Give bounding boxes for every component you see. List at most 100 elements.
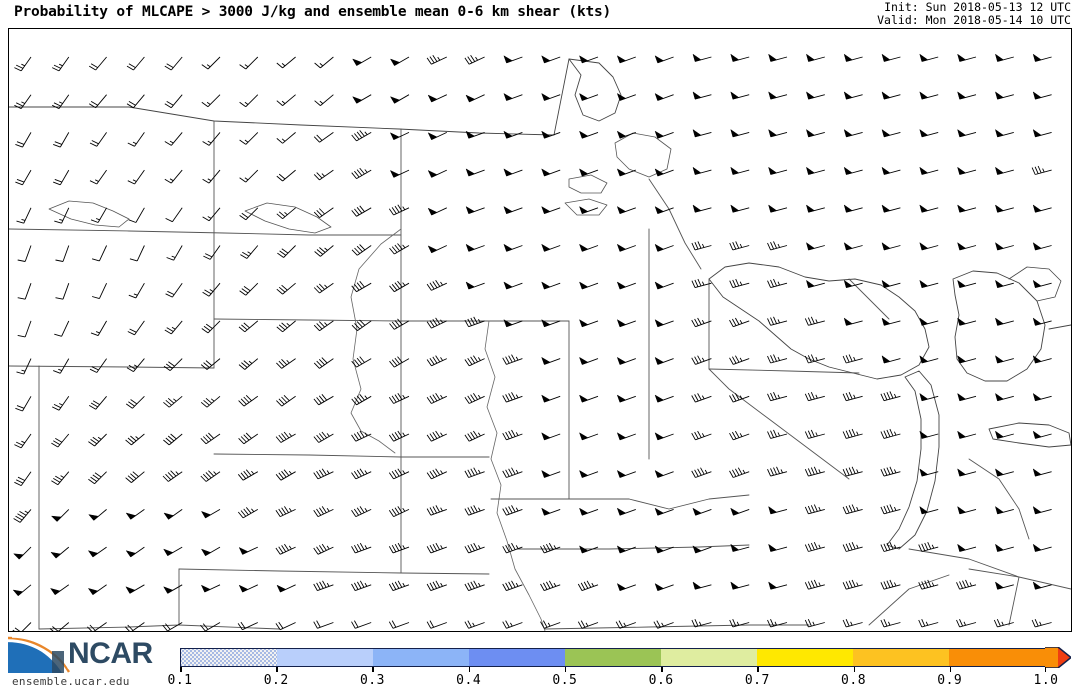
barb-pennant-50kt — [616, 243, 627, 252]
barb-pennant-50kt — [843, 317, 853, 326]
barb-full-10kt — [729, 242, 734, 251]
barb-full-10kt — [283, 469, 290, 476]
barb-full-10kt — [314, 251, 321, 257]
state-line-wi-mi — [708, 278, 850, 480]
wind-barb — [957, 128, 977, 138]
barb-full-10kt — [276, 326, 283, 333]
barb-full-10kt — [548, 542, 554, 550]
barb-full-10kt — [313, 583, 318, 591]
ncar-logo[interactable]: NCAR ensemble.ucar.edu — [4, 635, 172, 691]
barb-full-10kt — [164, 329, 172, 335]
barb-full-10kt — [697, 430, 702, 438]
colorbar-segment-1 — [277, 649, 373, 666]
map-canvas[interactable] — [9, 29, 1071, 631]
wind-barb — [804, 316, 825, 326]
wind-barb — [1031, 165, 1052, 175]
barb-full-10kt — [17, 334, 26, 338]
wind-barb — [125, 471, 145, 483]
barb-half-5kt — [478, 507, 481, 512]
barb-pennant-50kt — [805, 53, 815, 62]
state-line-mn-wi — [648, 178, 702, 270]
wind-barb — [842, 542, 863, 552]
barb-half-5kt — [402, 282, 406, 286]
barb-pennant-50kt — [579, 319, 589, 328]
wind-barb — [351, 280, 372, 293]
barb-full-10kt — [502, 621, 507, 629]
barb-pennant-50kt — [994, 468, 1004, 477]
wind-barb — [426, 55, 447, 65]
barb-full-10kt — [354, 247, 361, 254]
barb-full-10kt — [851, 466, 856, 474]
colorbar-segment-2 — [373, 649, 469, 666]
barb-full-10kt — [16, 405, 25, 409]
barb-full-10kt — [127, 437, 135, 444]
colorbar[interactable]: 0.1 0.2 0.3 0.4 0.5 0.6 0.7 0.8 0.9 1.0 — [168, 633, 1072, 691]
wind-barb — [805, 279, 825, 289]
barb-full-10kt — [807, 468, 812, 476]
barb-full-10kt — [351, 360, 357, 368]
barb-full-10kt — [993, 619, 998, 628]
barb-full-10kt — [205, 434, 212, 441]
wind-barb — [919, 91, 939, 100]
wind-barb — [275, 506, 296, 518]
barb-full-10kt — [278, 286, 286, 293]
wind-barb — [1032, 242, 1052, 251]
wind-barb — [842, 619, 863, 628]
barb-full-10kt — [278, 508, 284, 516]
colorbar-tick-label-7: 0.8 — [841, 673, 867, 688]
barb-half-5kt — [402, 470, 406, 474]
wind-barb — [957, 279, 977, 289]
barb-full-10kt — [773, 429, 778, 437]
barb-full-10kt — [354, 170, 360, 178]
barb-half-5kt — [585, 622, 589, 627]
barb-pennant-50kt — [389, 96, 401, 104]
barb-pennant-50kt — [13, 553, 24, 560]
barb-full-10kt — [767, 318, 772, 326]
wind-barb — [276, 94, 296, 106]
barb-full-10kt — [435, 317, 441, 325]
wind-barb — [88, 396, 107, 410]
barb-pennant-50kt — [994, 505, 1004, 515]
barb-full-10kt — [697, 393, 702, 401]
barb-full-10kt — [388, 510, 394, 517]
wind-barb — [15, 396, 32, 412]
barb-full-10kt — [388, 546, 394, 554]
barb-full-10kt — [166, 327, 174, 332]
barb-full-10kt — [883, 505, 888, 514]
barb-full-10kt — [90, 219, 99, 223]
wind-barb — [843, 242, 863, 251]
wind-barb — [579, 130, 599, 139]
wind-barb — [654, 92, 674, 101]
wind-barb — [957, 543, 977, 552]
barb-half-5kt — [59, 63, 63, 67]
barb-pennant-50kt — [616, 281, 627, 290]
barb-pennant-50kt — [579, 55, 589, 64]
wind-barb — [238, 394, 259, 407]
map-panel[interactable] — [8, 28, 1072, 632]
barb-full-10kt — [238, 326, 246, 333]
barb-half-5kt — [319, 100, 324, 104]
colorbar-tick-label-4: 0.5 — [552, 673, 578, 688]
wind-barb — [540, 580, 561, 592]
wind-barb — [237, 507, 259, 519]
wind-barb — [313, 394, 334, 406]
barb-full-10kt — [464, 470, 469, 478]
barb-pennant-50kt — [616, 432, 627, 441]
barb-pennant-50kt — [541, 92, 551, 101]
barb-half-5kt — [472, 622, 475, 627]
wind-barb — [464, 55, 485, 65]
barb-pennant-50kt — [692, 507, 702, 516]
barb-pennant-50kt — [579, 507, 589, 516]
barb-half-5kt — [97, 436, 102, 440]
barb-half-5kt — [661, 622, 664, 627]
wind-barb — [691, 430, 712, 441]
wind-barb — [275, 431, 296, 443]
wind-barb — [881, 317, 901, 326]
barb-full-10kt — [201, 64, 209, 70]
barb-full-10kt — [170, 433, 177, 440]
barb-full-10kt — [318, 433, 325, 440]
barb-full-10kt — [200, 364, 208, 370]
barb-half-5kt — [132, 179, 137, 182]
wind-barb-layer — [12, 53, 1052, 631]
barb-full-10kt — [388, 583, 394, 591]
